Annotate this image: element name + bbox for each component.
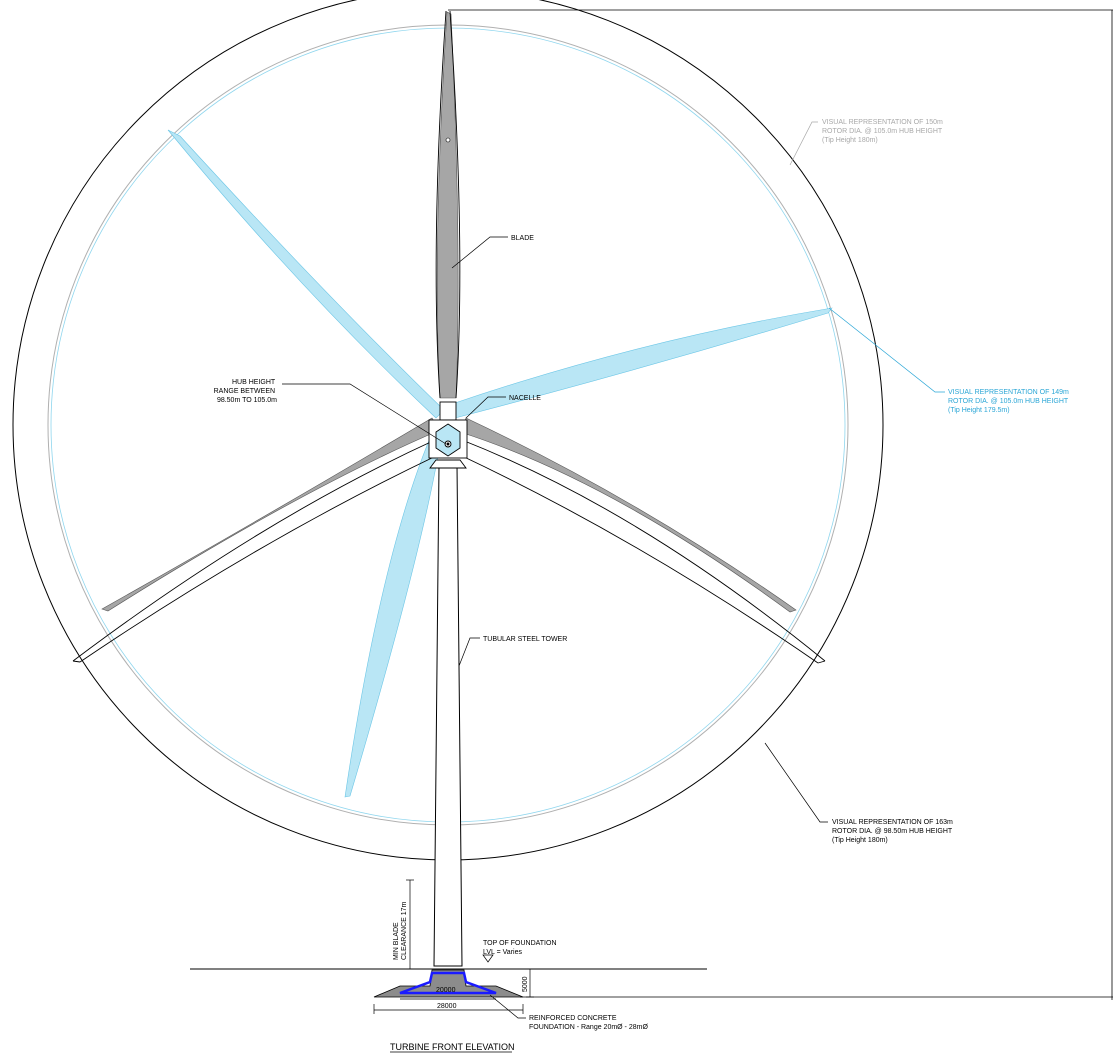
label-hub-height-line3: 98.50m TO 105.0m xyxy=(217,397,277,404)
outline-blade-top xyxy=(435,10,461,399)
dimensions xyxy=(373,879,534,1014)
blue-blades xyxy=(167,129,833,798)
label-top-of-foundation-line1: TOP OF FOUNDATION xyxy=(483,940,557,947)
label-top-of-foundation: TOP OF FOUNDATION LVL = Varies xyxy=(483,940,558,956)
label-rotor-150m: VISUAL REPRESENTATION OF 150m ROTOR DIA.… xyxy=(822,119,945,144)
label-hub-height-line2: RANGE BETWEEN xyxy=(214,388,275,395)
leader-163m xyxy=(764,742,828,823)
grey-blade-right xyxy=(459,417,797,613)
label-foundation-line1: REINFORCED CONCRETE xyxy=(529,1015,617,1022)
dim-inner-text: 20000 xyxy=(436,987,456,994)
top-blade-marker xyxy=(445,137,451,143)
outline-blade-right xyxy=(459,439,826,664)
hub-dot xyxy=(446,442,450,446)
label-rotor-163m-line3: (Tip Height 180m) xyxy=(832,837,888,844)
label-blade-clearance: MIN BLADE CLEARANCE 17m xyxy=(393,901,408,960)
label-blade-clearance-line2: CLEARANCE 17m xyxy=(401,901,408,960)
leader-149m xyxy=(828,307,945,393)
leader-tower xyxy=(458,637,480,667)
label-nacelle: NACELLE xyxy=(509,395,541,402)
tower xyxy=(433,464,463,967)
leader-blade xyxy=(451,236,508,269)
label-rotor-149m-line1: VISUAL REPRESENTATION OF 149m xyxy=(948,389,1069,396)
label-top-of-foundation-line2: LVL = Varies xyxy=(483,949,522,956)
label-rotor-163m-line2: ROTOR DIA. @ 98.50m HUB HEIGHT xyxy=(832,828,953,835)
leaders xyxy=(282,121,945,1019)
leader-hub-height xyxy=(282,383,447,445)
label-rotor-149m: VISUAL REPRESENTATION OF 149m ROTOR DIA.… xyxy=(948,389,1071,414)
label-tower: TUBULAR STEEL TOWER xyxy=(483,636,567,643)
leader-nacelle xyxy=(465,396,506,419)
label-rotor-150m-line1: VISUAL REPRESENTATION OF 150m xyxy=(822,119,943,126)
tower-shaft xyxy=(433,464,463,967)
label-hub-height-line1: HUB HEIGHT xyxy=(232,379,276,386)
label-foundation: REINFORCED CONCRETE FOUNDATION - Range 2… xyxy=(529,1015,648,1031)
blue-blade-lower xyxy=(344,437,441,798)
dim-depth-text: 5000 xyxy=(522,976,529,992)
label-rotor-163m: VISUAL REPRESENTATION OF 163m ROTOR DIA.… xyxy=(832,819,955,844)
label-rotor-163m-line1: VISUAL REPRESENTATION OF 163m xyxy=(832,819,953,826)
leader-150m xyxy=(789,121,818,166)
label-foundation-line2: FOUNDATION - Range 20mØ - 28mØ xyxy=(529,1024,648,1031)
nacelle-upper xyxy=(439,401,457,421)
level-marker-icon xyxy=(482,954,494,963)
grey-blades xyxy=(101,11,797,613)
grey-blade-top xyxy=(436,11,459,399)
leader-foundation xyxy=(489,994,526,1019)
nacelle-assembly xyxy=(428,137,468,469)
label-rotor-150m-line3: (Tip Height 180m) xyxy=(822,137,878,144)
foundation-reinforcement xyxy=(399,971,497,995)
blue-blade-upper-left xyxy=(167,129,445,419)
label-hub-height: HUB HEIGHT RANGE BETWEEN 98.50m TO 105.0… xyxy=(214,379,278,404)
hub-hexagon xyxy=(435,423,461,457)
label-blade-clearance-line1: MIN BLADE xyxy=(393,922,400,960)
yaw-cone xyxy=(429,459,467,469)
outline-blades xyxy=(72,10,826,664)
label-blade: BLADE xyxy=(511,235,534,242)
foundation xyxy=(373,969,524,998)
outline-blade-left xyxy=(72,439,439,663)
label-rotor-150m-line2: ROTOR DIA. @ 105.0m HUB HEIGHT xyxy=(822,128,943,135)
label-rotor-149m-line3: (Tip Height 179.5m) xyxy=(948,407,1010,414)
label-rotor-149m-line2: ROTOR DIA. @ 105.0m HUB HEIGHT xyxy=(948,398,1069,405)
drawing-title: TURBINE FRONT ELEVATION xyxy=(390,1042,515,1052)
dim-outer-text: 28000 xyxy=(437,1003,457,1010)
